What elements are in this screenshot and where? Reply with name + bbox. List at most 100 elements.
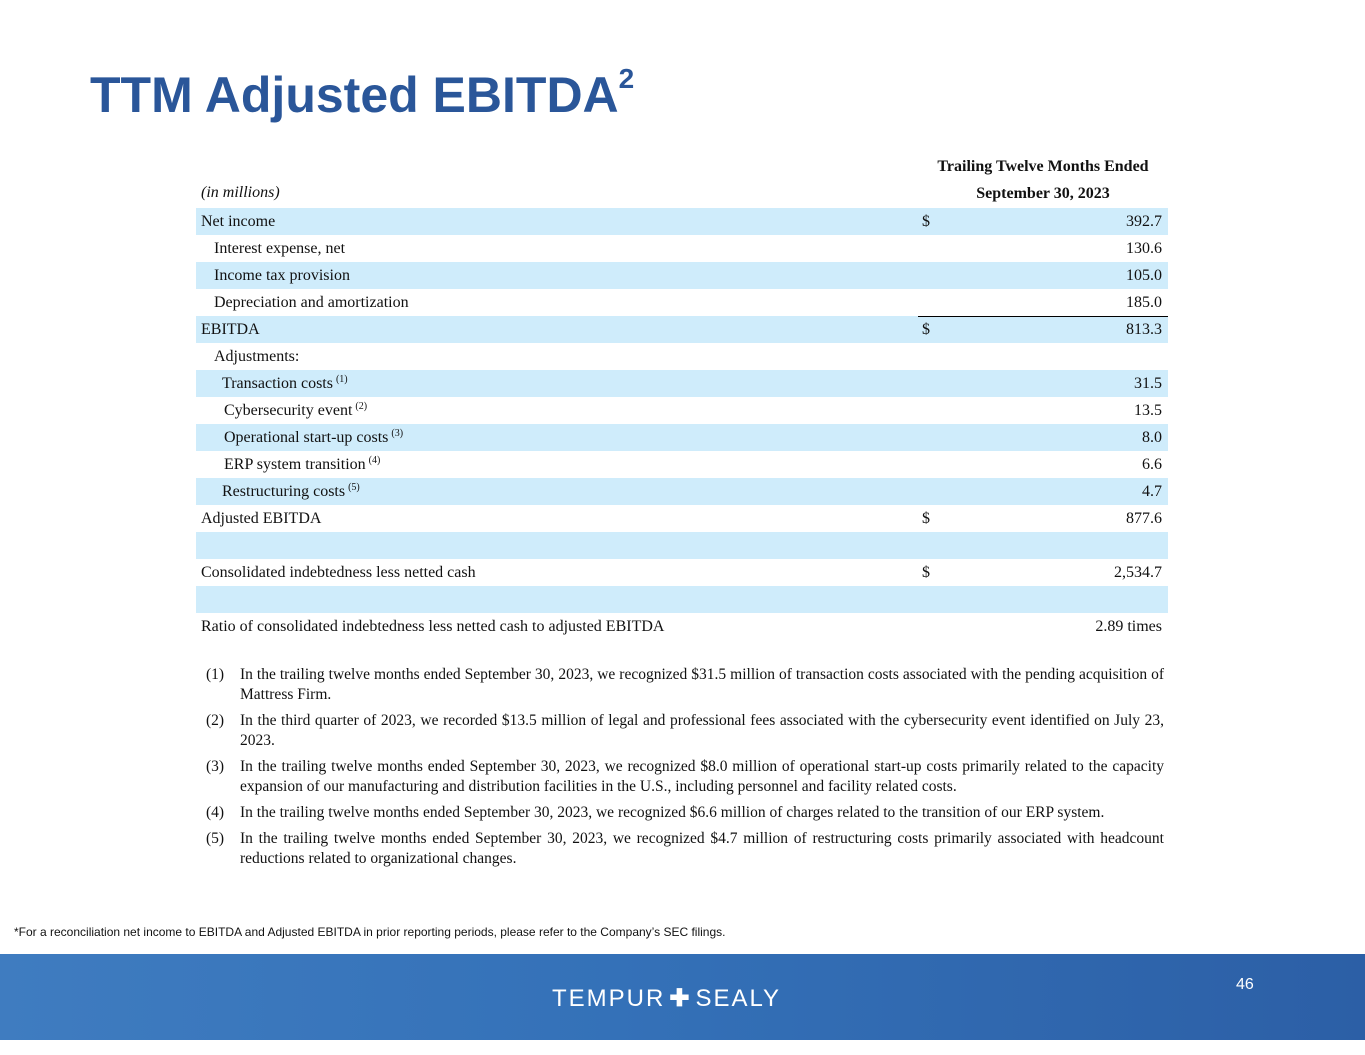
- row-label: Restructuring costs (5): [222, 478, 360, 505]
- row-value: 4.7: [1142, 483, 1162, 500]
- table-row: [196, 532, 1168, 559]
- table-row: ERP system transition (4) 6.6: [196, 451, 1168, 478]
- footnote-text: In the trailing twelve months ended Sept…: [240, 666, 1164, 703]
- row-label: Adjustments:: [214, 343, 302, 370]
- table-row: Cybersecurity event (2) 13.5: [196, 397, 1168, 424]
- column-header-line-2: September 30, 2023: [976, 185, 1110, 202]
- reconciliation-footnote: *For a reconciliation net income to EBIT…: [14, 925, 726, 939]
- currency-symbol: $: [922, 321, 930, 338]
- footnote-number: (3): [206, 758, 225, 775]
- tempur-sealy-logo: TEMPUR ✚ SEALY: [552, 984, 781, 1013]
- table-body: Net income $392.7 Interest expense, net 130…: [196, 208, 1168, 640]
- column-header-line-1: Trailing Twelve Months Ended: [937, 158, 1149, 175]
- currency-symbol: $: [922, 510, 930, 527]
- table-row: Income tax provision 105.0: [196, 262, 1168, 289]
- footnote-item: (3) In the trailing twelve months ended S…: [206, 757, 1164, 797]
- table-row: Adjusted EBITDA $877.6: [196, 505, 1168, 537]
- currency-symbol: $: [922, 564, 930, 581]
- row-label-text: Operational start-up costs: [224, 429, 389, 446]
- row-label-text: Net income: [201, 213, 276, 230]
- page-title-text: TTM Adjusted EBITDA: [90, 67, 619, 123]
- row-label: [201, 532, 204, 559]
- row-value: 2,534.7: [1114, 564, 1162, 581]
- footnote-item: (5) In the trailing twelve months ended S…: [206, 829, 1164, 869]
- footer-bottom-strip: [0, 1040, 1365, 1055]
- row-label-text: Restructuring costs: [222, 483, 346, 500]
- row-label-text: Adjusted EBITDA: [201, 510, 322, 527]
- footnote-number: (5): [206, 830, 225, 847]
- row-value: 185.0: [1126, 294, 1162, 311]
- footnote-reference: (1): [335, 374, 348, 385]
- row-value: 31.5: [1134, 375, 1162, 392]
- footnote-reference: (4): [368, 455, 381, 466]
- row-value: 392.7: [1126, 213, 1162, 230]
- table-row: Restructuring costs (5) 4.7: [196, 478, 1168, 505]
- table-row: Adjustments:: [196, 343, 1168, 370]
- table-row: Operational start-up costs (3) 8.0: [196, 424, 1168, 451]
- table-row: Consolidated indebtedness less netted ca…: [196, 559, 1168, 586]
- table-row: Interest expense, net 130.6: [196, 235, 1168, 262]
- footnote-text: In the trailing twelve months ended Sept…: [240, 830, 1164, 867]
- footnote-text: In the trailing twelve months ended Sept…: [240, 758, 1164, 795]
- table-row: Net income $392.7: [196, 208, 1168, 235]
- row-label-text: Depreciation and amortization: [214, 294, 409, 311]
- footnote-reference: (3): [391, 428, 404, 439]
- row-label: Adjusted EBITDA: [201, 505, 324, 532]
- page-number: 46: [1236, 976, 1254, 993]
- table-row: Transaction costs (1) 31.5: [196, 370, 1168, 397]
- page-title: TTM Adjusted EBITDA2: [90, 62, 634, 128]
- row-label-text: EBITDA: [201, 321, 260, 338]
- row-value: 877.6: [1126, 510, 1162, 527]
- footnotes-list: (1) In the trailing twelve months ended S…: [206, 665, 1164, 875]
- footnote-number: (4): [206, 804, 225, 821]
- row-label-text: Income tax provision: [214, 267, 350, 284]
- row-label-text: Consolidated indebtedness less netted ca…: [201, 564, 476, 581]
- row-label: Depreciation and amortization: [214, 289, 412, 316]
- page-title-superscript: 2: [618, 63, 635, 94]
- row-label: Consolidated indebtedness less netted ca…: [201, 559, 479, 586]
- plus-icon: ✚: [669, 985, 692, 1012]
- row-label: Net income: [201, 208, 278, 235]
- row-label: [201, 586, 204, 613]
- ebitda-table: (in millions) Trailing Twelve Months End…: [196, 154, 1168, 640]
- table-row: Depreciation and amortization 185.0: [196, 289, 1168, 316]
- row-value: 2.89 times: [1095, 618, 1162, 635]
- row-value: 130.6: [1126, 240, 1162, 257]
- row-value: 813.3: [1126, 321, 1162, 338]
- footnote-reference: (2): [355, 401, 368, 412]
- row-label: Ratio of consolidated indebtedness less …: [201, 613, 667, 640]
- row-label-text: Transaction costs: [222, 375, 333, 392]
- table-row: Ratio of consolidated indebtedness less …: [196, 613, 1168, 640]
- row-label-text: Cybersecurity event: [224, 402, 353, 419]
- row-label: ERP system transition (4): [224, 451, 380, 478]
- units-label: (in millions): [201, 184, 280, 201]
- row-label-text: Interest expense, net: [214, 240, 346, 257]
- logo-text-right: SEALY: [695, 984, 782, 1012]
- table-header: (in millions) Trailing Twelve Months End…: [196, 154, 1168, 208]
- row-value: 6.6: [1142, 456, 1162, 473]
- footnote-item: (1) In the trailing twelve months ended S…: [206, 665, 1164, 705]
- row-value: 8.0: [1142, 429, 1162, 446]
- row-label: EBITDA: [201, 316, 263, 343]
- table-row: [196, 586, 1168, 613]
- row-label: Cybersecurity event (2): [224, 397, 367, 424]
- row-label-text: ERP system transition: [224, 456, 366, 473]
- row-value: 105.0: [1126, 267, 1162, 284]
- row-label: Income tax provision: [214, 262, 353, 289]
- row-label-text: Ratio of consolidated indebtedness less …: [201, 618, 665, 635]
- footnote-text: In the trailing twelve months ended Sept…: [240, 804, 1105, 821]
- footnote-number: (2): [206, 712, 225, 729]
- table-row: EBITDA $813.3: [196, 316, 1168, 343]
- footnote-text: In the third quarter of 2023, we recorde…: [240, 712, 1164, 749]
- logo-text-left: TEMPUR: [552, 984, 666, 1012]
- footnote-item: (4) In the trailing twelve months ended S…: [206, 803, 1164, 823]
- footnote-reference: (5): [348, 482, 360, 493]
- row-label: Interest expense, net: [214, 235, 348, 262]
- currency-symbol: $: [922, 213, 930, 230]
- footer-bar: TEMPUR ✚ SEALY 46: [0, 954, 1365, 1040]
- footnote-item: (2) In the third quarter of 2023, we reco…: [206, 711, 1164, 751]
- row-label-text: Adjustments:: [214, 348, 300, 365]
- footnote-number: (1): [206, 666, 225, 683]
- row-label: Transaction costs (1): [222, 370, 348, 397]
- row-value: 13.5: [1134, 402, 1162, 419]
